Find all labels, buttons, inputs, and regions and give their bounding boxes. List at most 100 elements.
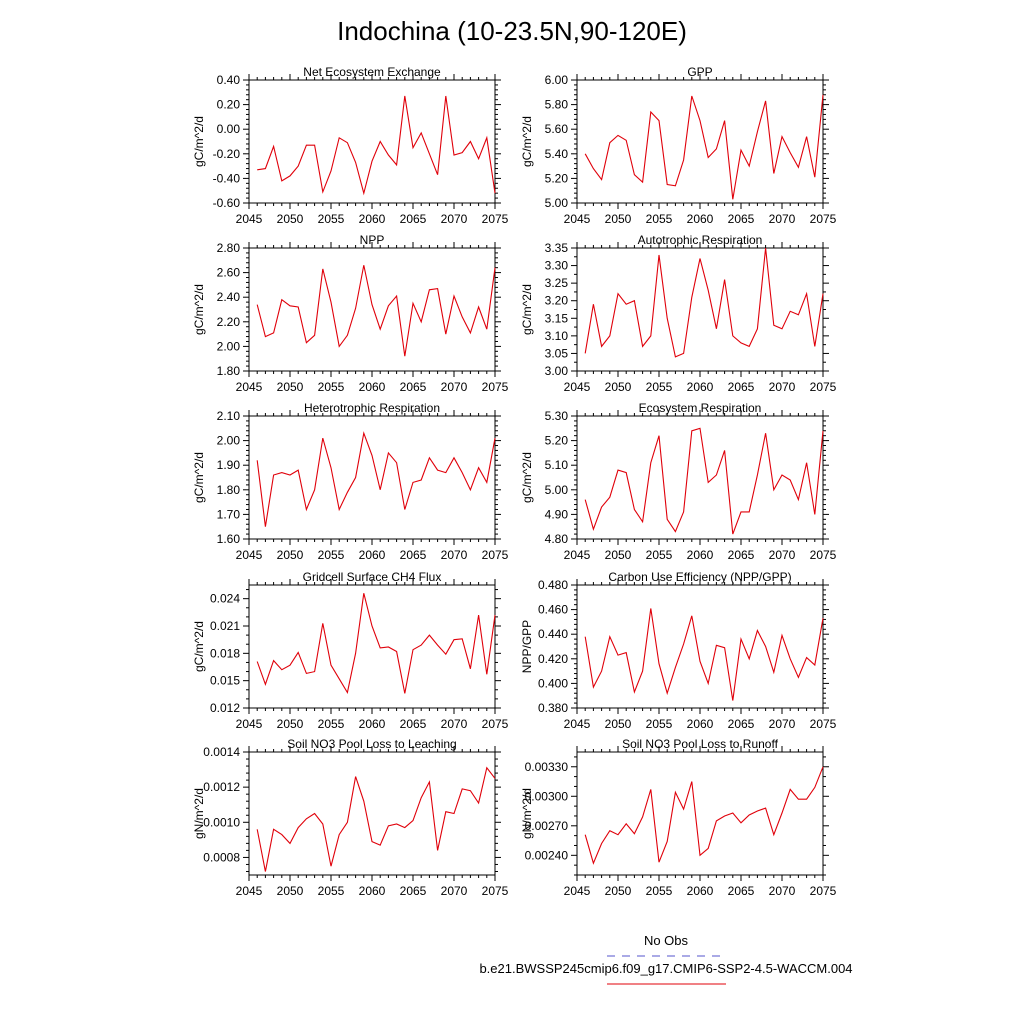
panel-net-ecosystem-exchange-xtick-label: 2065	[400, 212, 427, 226]
panel-soil-no3-pool-loss-to-runoff-xtick-label: 2060	[687, 884, 714, 898]
panel-ecosystem-respiration-ytick-label: 4.80	[545, 532, 569, 546]
panel-gridcell-surface-ch4-flux-ylabel: gC/m^2/d	[192, 621, 206, 672]
panel-gridcell-surface-ch4-flux-ytick-label: 0.015	[210, 674, 240, 688]
panel-gpp-xtick-label: 2065	[728, 212, 755, 226]
panel-carbon-use-efficiency-npp-gpp-xtick-label: 2060	[687, 717, 714, 731]
panel-gpp-series-line	[584, 94, 824, 200]
panel-gridcell-surface-ch4-flux-xtick-label: 2055	[318, 717, 345, 731]
panel-autotrophic-respiration-ytick-label: 3.00	[545, 364, 569, 378]
panel-gpp-xtick-label: 2055	[646, 212, 673, 226]
panel-heterotrophic-respiration-ytick-label: 1.90	[217, 458, 241, 472]
panel-net-ecosystem-exchange-ytick-label: -0.20	[213, 147, 241, 161]
panel-net-ecosystem-exchange-xtick-label: 2055	[318, 212, 345, 226]
panel-soil-no3-pool-loss-to-leaching-xtick-label: 2050	[277, 884, 304, 898]
panel-autotrophic-respiration-ytick-label: 3.05	[545, 346, 569, 360]
panel-carbon-use-efficiency-npp-gpp-ytick-label: 0.480	[538, 578, 568, 592]
panel-soil-no3-pool-loss-to-runoff-series-line	[584, 766, 824, 865]
panel-carbon-use-efficiency-npp-gpp-xtick-label: 2075	[810, 717, 837, 731]
panel-npp-ytick-label: 2.60	[217, 266, 241, 280]
panel-net-ecosystem-exchange-xtick-label: 2060	[359, 212, 386, 226]
panel-soil-no3-pool-loss-to-leaching-ytick-label: 0.0010	[203, 815, 240, 829]
panel-carbon-use-efficiency-npp-gpp-series-line	[584, 608, 824, 701]
panel-gpp-ytick-label: 5.60	[545, 122, 569, 136]
panel-net-ecosystem-exchange-xtick-label: 2050	[277, 212, 304, 226]
panel-soil-no3-pool-loss-to-runoff-xtick-label: 2070	[769, 884, 796, 898]
panel-npp-title: NPP	[360, 233, 385, 247]
panel-gridcell-surface-ch4-flux-ytick-label: 0.021	[210, 619, 240, 633]
panel-soil-no3-pool-loss-to-runoff-ytick-label: 0.00330	[525, 760, 569, 774]
panel-ecosystem-respiration-ytick-label: 5.10	[545, 458, 569, 472]
panel-npp-xtick-label: 2060	[359, 380, 386, 394]
panel-soil-no3-pool-loss-to-leaching-ytick-label: 0.0008	[203, 850, 240, 864]
panel-ecosystem-respiration-ytick-label: 5.30	[545, 409, 569, 423]
panel-grid: Net Ecosystem Exchange 2045 2050 2055 2060 20…	[192, 65, 837, 898]
panel-soil-no3-pool-loss-to-leaching: Soil NO3 Pool Loss to Leaching 2045 2050 20…	[192, 737, 509, 898]
panel-ecosystem-respiration-ytick-label: 4.90	[545, 507, 569, 521]
panel-soil-no3-pool-loss-to-runoff-ytick-label: 0.00240	[525, 848, 569, 862]
panel-ecosystem-respiration-xtick-label: 2050	[605, 548, 632, 562]
panel-gpp-ytick-label: 5.40	[545, 147, 569, 161]
panel-autotrophic-respiration-xtick-label: 2070	[769, 380, 796, 394]
panel-heterotrophic-respiration-xtick-label: 2070	[441, 548, 468, 562]
panel-ecosystem-respiration-xtick-label: 2075	[810, 548, 837, 562]
panel-gpp-ytick-label: 5.20	[545, 171, 569, 185]
panel-net-ecosystem-exchange-ylabel: gC/m^2/d	[192, 116, 206, 167]
panel-soil-no3-pool-loss-to-runoff-xtick-label: 2065	[728, 884, 755, 898]
panel-carbon-use-efficiency-npp-gpp-xtick-label: 2055	[646, 717, 673, 731]
panel-gpp-xtick-label: 2045	[564, 212, 591, 226]
panel-gridcell-surface-ch4-flux-xtick-label: 2050	[277, 717, 304, 731]
panel-heterotrophic-respiration-xtick-label: 2075	[482, 548, 509, 562]
panel-soil-no3-pool-loss-to-runoff-ytick-label: 0.00300	[525, 789, 569, 803]
panel-heterotrophic-respiration-xtick-label: 2060	[359, 548, 386, 562]
panel-gridcell-surface-ch4-flux-series-line	[256, 593, 496, 694]
panel-autotrophic-respiration-title: Autotrophic Respiration	[638, 233, 763, 247]
panel-npp-ytick-label: 2.80	[217, 241, 241, 255]
panel-autotrophic-respiration-ytick-label: 3.35	[545, 241, 569, 255]
panel-ecosystem-respiration-title: Ecosystem Respiration	[639, 401, 762, 415]
panel-npp-ytick-label: 2.00	[217, 339, 241, 353]
panel-soil-no3-pool-loss-to-leaching-series-line	[256, 766, 496, 872]
panel-soil-no3-pool-loss-to-runoff-ytick-label: 0.00270	[525, 819, 569, 833]
panel-gpp-ytick-label: 5.80	[545, 98, 569, 112]
panel-ecosystem-respiration-xtick-label: 2045	[564, 548, 591, 562]
panel-soil-no3-pool-loss-to-leaching-frame	[248, 751, 496, 876]
panel-gridcell-surface-ch4-flux-ytick-label: 0.012	[210, 701, 240, 715]
panel-autotrophic-respiration-xtick-label: 2075	[810, 380, 837, 394]
legend-obs-label: No Obs	[644, 933, 689, 948]
panel-gridcell-surface-ch4-flux-xtick-label: 2060	[359, 717, 386, 731]
panel-ecosystem-respiration-ylabel: gC/m^2/d	[520, 452, 534, 503]
panel-autotrophic-respiration-ytick-label: 3.20	[545, 294, 569, 308]
panel-net-ecosystem-exchange-title: Net Ecosystem Exchange	[303, 65, 441, 79]
panel-carbon-use-efficiency-npp-gpp-xtick-label: 2065	[728, 717, 755, 731]
panel-carbon-use-efficiency-npp-gpp-title: Carbon Use Efficiency (NPP/GPP)	[608, 570, 791, 584]
panel-heterotrophic-respiration-title: Heterotrophic Respiration	[304, 401, 440, 415]
panel-carbon-use-efficiency-npp-gpp: Carbon Use Efficiency (NPP/GPP) 2045 2050 2…	[520, 570, 837, 731]
figure-title: Indochina (10-23.5N,90-120E)	[337, 16, 687, 46]
panel-gpp-xtick-label: 2060	[687, 212, 714, 226]
panel-net-ecosystem-exchange-ytick-label: 0.20	[217, 98, 241, 112]
panel-autotrophic-respiration-frame	[576, 247, 824, 372]
panel-soil-no3-pool-loss-to-runoff-title: Soil NO3 Pool Loss to Runoff	[622, 737, 779, 751]
panel-carbon-use-efficiency-npp-gpp-ylabel: NPP/GPP	[520, 620, 534, 673]
panel-ecosystem-respiration-xtick-label: 2070	[769, 548, 796, 562]
panel-npp-ylabel: gC/m^2/d	[192, 284, 206, 335]
panel-npp-xtick-label: 2045	[236, 380, 263, 394]
panel-heterotrophic-respiration: Heterotrophic Respiration 2045 2050 2055 206…	[192, 401, 509, 562]
panel-ecosystem-respiration-xtick-label: 2055	[646, 548, 673, 562]
panel-ecosystem-respiration: Ecosystem Respiration 2045 2050 2055 2060 206…	[520, 401, 837, 562]
panel-net-ecosystem-exchange-xtick-label: 2070	[441, 212, 468, 226]
panel-gpp-title: GPP	[687, 65, 712, 79]
panel-net-ecosystem-exchange-ytick-label: 0.40	[217, 73, 241, 87]
panel-heterotrophic-respiration-xtick-label: 2055	[318, 548, 345, 562]
panel-net-ecosystem-exchange-series-line	[257, 95, 496, 196]
panel-soil-no3-pool-loss-to-leaching-xtick-label: 2070	[441, 884, 468, 898]
panel-heterotrophic-respiration-ytick-label: 2.00	[217, 434, 241, 448]
panel-autotrophic-respiration-series-line	[584, 247, 824, 358]
panel-soil-no3-pool-loss-to-leaching-xtick-label: 2065	[400, 884, 427, 898]
panel-soil-no3-pool-loss-to-runoff-xtick-label: 2050	[605, 884, 632, 898]
panel-ecosystem-respiration-series-line	[584, 427, 824, 535]
panel-npp-series-line	[256, 265, 496, 357]
panel-heterotrophic-respiration-xtick-label: 2050	[277, 548, 304, 562]
panel-gridcell-surface-ch4-flux-xtick-label: 2075	[482, 717, 509, 731]
panel-autotrophic-respiration-xtick-label: 2060	[687, 380, 714, 394]
